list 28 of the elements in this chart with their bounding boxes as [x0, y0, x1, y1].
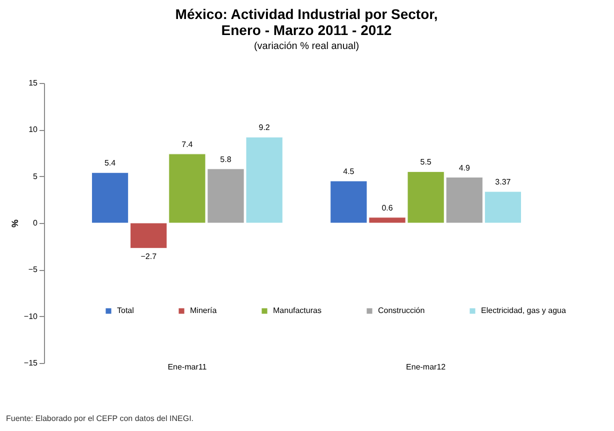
data-label: 9.2 [258, 123, 270, 132]
legend-label: Electricidad, gas y agua [481, 306, 566, 315]
data-label: 7.4 [182, 140, 194, 149]
y-tick-label: −15 [24, 358, 38, 368]
x-tick-label: Ene-mar12 [406, 362, 446, 372]
data-label: 0.6 [382, 203, 394, 212]
data-label: 5.8 [220, 154, 232, 164]
y-tick-label: 15 [28, 78, 38, 88]
legend-label: Manufacturas [273, 306, 322, 315]
data-label: −2.7 [140, 252, 158, 262]
legend-label: Minería [190, 306, 218, 315]
data-label: 3.37 [495, 178, 512, 187]
y-tick-label: 0 [33, 218, 38, 228]
y-tick-label: 5 [33, 172, 38, 181]
legend-label: Total [117, 306, 134, 315]
y-axis-title: % [10, 219, 20, 228]
data-label: 5.4 [104, 158, 116, 168]
data-label: 4.5 [343, 167, 355, 176]
data-label: 4.9 [458, 163, 470, 172]
y-tick-label: −10 [24, 312, 38, 321]
data-label: 5.5 [420, 158, 432, 167]
chart-title: México: Actividad Industrial por Sector, Enero - Marzo 2011 - 2012 [175, 6, 438, 38]
x-tick-label: Ene-mar11 [168, 362, 208, 372]
y-tick-label: −5 [28, 265, 38, 274]
y-tick-label: 10 [28, 125, 38, 134]
legend-label: Construcción [378, 306, 425, 315]
chart-subtitle: (variación % real anual) [254, 41, 360, 52]
source-note: Fuente: Elaborado por el CEFP con datos del INEGI. [6, 414, 194, 423]
